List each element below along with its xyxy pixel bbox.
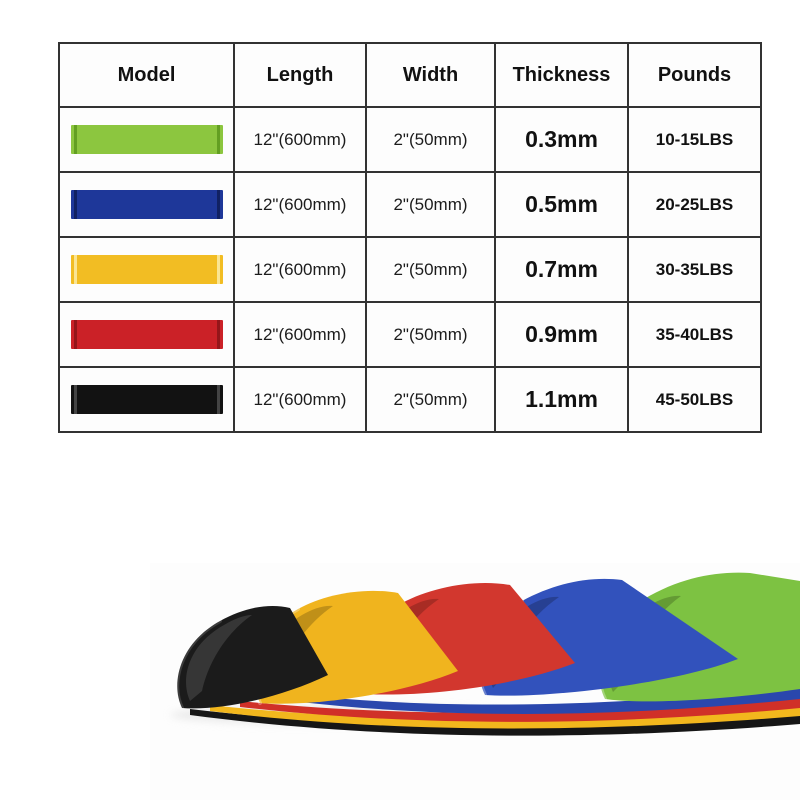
column-header-thickness: Thickness xyxy=(494,42,629,108)
cell-thickness: 0.5mm xyxy=(494,171,629,238)
cell-width: 2"(50mm) xyxy=(365,236,496,303)
cell-pounds: 20-25LBS xyxy=(627,171,762,238)
cell-pounds: 45-50LBS xyxy=(627,366,762,433)
cell-model xyxy=(58,106,235,173)
swatch-edge-stripe xyxy=(216,320,220,349)
cell-length: 12"(600mm) xyxy=(233,106,367,173)
band-swatch-black-icon xyxy=(70,385,223,414)
tail-strip-yellow xyxy=(210,705,800,729)
column-header-width: Width xyxy=(365,42,496,108)
tail-strip-blue xyxy=(300,686,800,714)
cell-pounds: 10-15LBS xyxy=(627,106,762,173)
column-header-model: Model xyxy=(58,42,235,108)
cell-thickness: 0.9mm xyxy=(494,301,629,368)
column-header-length: Length xyxy=(233,42,367,108)
swatch-edge-stripe xyxy=(73,385,77,414)
header-row: Model Length Width Thickness Pounds xyxy=(58,42,762,108)
band-swatch-green-icon xyxy=(70,125,223,154)
table-row-black: 12"(600mm) 2"(50mm) 1.1mm 45-50LBS xyxy=(58,366,762,433)
tail-strip-black xyxy=(190,709,800,736)
band-swatch-red-icon xyxy=(70,320,223,349)
cell-thickness: 1.1mm xyxy=(494,366,629,433)
table-row-green: 12"(600mm) 2"(50mm) 0.3mm 10-15LBS xyxy=(58,106,762,173)
cell-length: 12"(600mm) xyxy=(233,236,367,303)
cell-model xyxy=(58,301,235,368)
column-header-pounds: Pounds xyxy=(627,42,762,108)
swatch-edge-stripe xyxy=(216,385,220,414)
swatch-edge-stripe xyxy=(216,255,220,284)
cell-length: 12"(600mm) xyxy=(233,171,367,238)
spec-table: Model Length Width Thickness Pounds 12"(… xyxy=(58,42,762,433)
folded-band-black xyxy=(175,605,328,710)
band-swatch-yellow-icon xyxy=(70,255,223,284)
resistance-bands-photo xyxy=(150,563,800,800)
table-row-yellow: 12"(600mm) 2"(50mm) 0.7mm 30-35LBS xyxy=(58,236,762,303)
product-photo xyxy=(150,563,800,800)
swatch-edge-stripe xyxy=(216,125,220,154)
cell-width: 2"(50mm) xyxy=(365,171,496,238)
swatch-edge-stripe xyxy=(73,125,77,154)
swatch-edge-stripe xyxy=(216,190,220,219)
swatch-edge-stripe xyxy=(73,255,77,284)
cell-width: 2"(50mm) xyxy=(365,366,496,433)
cell-model xyxy=(58,236,235,303)
cell-pounds: 35-40LBS xyxy=(627,301,762,368)
cell-length: 12"(600mm) xyxy=(233,301,367,368)
cell-model xyxy=(58,171,235,238)
cell-thickness: 0.7mm xyxy=(494,236,629,303)
cell-width: 2"(50mm) xyxy=(365,106,496,173)
cell-width: 2"(50mm) xyxy=(365,301,496,368)
swatch-edge-stripe xyxy=(73,190,77,219)
table-row-blue: 12"(600mm) 2"(50mm) 0.5mm 20-25LBS xyxy=(58,171,762,238)
cell-model xyxy=(58,366,235,433)
cell-thickness: 0.3mm xyxy=(494,106,629,173)
swatch-edge-stripe xyxy=(73,320,77,349)
tail-strip-red xyxy=(240,697,800,722)
band-swatch-blue-icon xyxy=(70,190,223,219)
table-row-red: 12"(600mm) 2"(50mm) 0.9mm 35-40LBS xyxy=(58,301,762,368)
cell-pounds: 30-35LBS xyxy=(627,236,762,303)
cell-length: 12"(600mm) xyxy=(233,366,367,433)
